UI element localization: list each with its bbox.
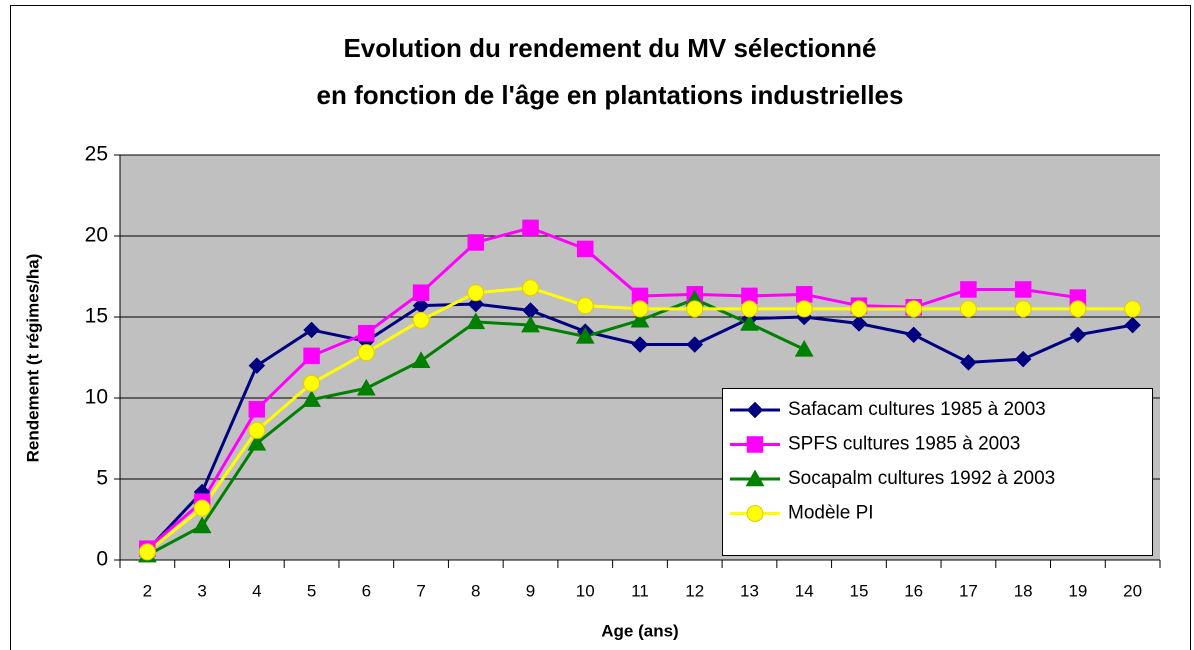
x-axis-title: Age (ans) — [601, 621, 678, 640]
marker — [1069, 326, 1087, 344]
chart-title: Evolution du rendement du MV sélectionné — [343, 33, 876, 63]
y-tick-label: 25 — [85, 143, 108, 166]
marker — [412, 284, 430, 301]
marker — [959, 300, 977, 318]
marker — [467, 234, 485, 251]
marker — [631, 336, 649, 353]
x-tick-label: 4 — [252, 581, 261, 600]
x-tick-label: 17 — [959, 581, 978, 600]
marker — [248, 421, 266, 439]
marker — [357, 344, 375, 362]
marker — [138, 543, 156, 561]
marker — [192, 516, 212, 534]
marker — [850, 300, 868, 318]
marker — [1069, 300, 1087, 318]
marker — [740, 300, 758, 318]
x-tick-label: 18 — [1014, 581, 1033, 600]
marker — [247, 433, 267, 451]
x-tick-label: 14 — [795, 581, 814, 600]
marker — [746, 505, 764, 522]
x-tick-label: 5 — [307, 581, 316, 600]
marker — [303, 347, 320, 365]
marker — [576, 297, 594, 315]
x-tick-label: 13 — [740, 581, 759, 600]
marker — [248, 357, 266, 374]
y-tick-label: 0 — [96, 548, 108, 571]
y-axis-title: Rendement (t régimes/ha) — [23, 254, 42, 463]
x-tick-label: 20 — [1123, 581, 1142, 600]
marker — [1124, 316, 1141, 334]
marker — [302, 390, 322, 407]
marker — [850, 315, 868, 332]
marker — [575, 326, 595, 344]
marker — [630, 310, 650, 328]
y-tick-label: 10 — [85, 386, 108, 409]
legend-label: Safacam cultures 1985 à 2003 — [788, 399, 1046, 420]
marker — [466, 312, 486, 330]
marker — [467, 284, 485, 302]
legend-label: SPFS cultures 1985 à 2003 — [788, 434, 1020, 455]
x-tick-label: 7 — [416, 581, 425, 600]
marker — [1014, 300, 1032, 318]
x-tick-label: 16 — [904, 581, 923, 600]
series-line — [146, 226, 1079, 550]
marker — [1014, 281, 1032, 298]
x-tick-label: 6 — [362, 581, 371, 600]
marker — [193, 499, 211, 517]
legend-label: Socapalm cultures 1992 à 2003 — [788, 468, 1055, 489]
marker — [356, 378, 376, 396]
marker — [746, 436, 764, 453]
marker — [795, 286, 813, 303]
x-tick-label: 3 — [197, 581, 206, 600]
marker — [412, 311, 430, 329]
legend: Safacam cultures 1985 à 2003 SPFS culture… — [722, 388, 1153, 556]
marker — [1124, 300, 1142, 318]
chart-title: en fonction de l'âge en plantations indu… — [317, 80, 904, 110]
y-tick-label: 20 — [85, 224, 108, 247]
marker — [358, 324, 375, 342]
x-tick-label: 2 — [143, 581, 152, 600]
marker — [1014, 350, 1032, 368]
marker — [960, 281, 977, 298]
marker — [522, 219, 539, 237]
x-tick-label: 9 — [526, 581, 535, 600]
marker — [905, 300, 923, 318]
y-tick-label: 15 — [85, 305, 108, 328]
y-tick-label: 5 — [96, 467, 108, 490]
marker — [631, 300, 649, 318]
marker — [745, 469, 765, 487]
marker — [960, 354, 977, 371]
marker — [795, 300, 813, 318]
legend-box — [722, 388, 1153, 556]
marker — [522, 279, 540, 297]
marker — [248, 401, 266, 418]
marker — [905, 326, 923, 344]
marker — [411, 351, 431, 368]
x-tick-label: 19 — [1068, 581, 1087, 600]
marker — [577, 240, 594, 258]
x-tick-label: 10 — [576, 581, 595, 600]
marker — [686, 300, 704, 318]
marker — [303, 321, 320, 339]
marker — [521, 315, 540, 333]
x-tick-label: 12 — [685, 581, 704, 600]
marker — [746, 401, 764, 419]
x-tick-label: 11 — [631, 581, 649, 600]
marker — [686, 336, 704, 353]
marker — [794, 339, 814, 357]
x-tick-label: 8 — [471, 581, 480, 600]
x-tick-label: 15 — [849, 581, 868, 600]
legend-label: Modèle PI — [788, 503, 874, 524]
marker — [303, 374, 321, 392]
marker — [740, 313, 759, 331]
